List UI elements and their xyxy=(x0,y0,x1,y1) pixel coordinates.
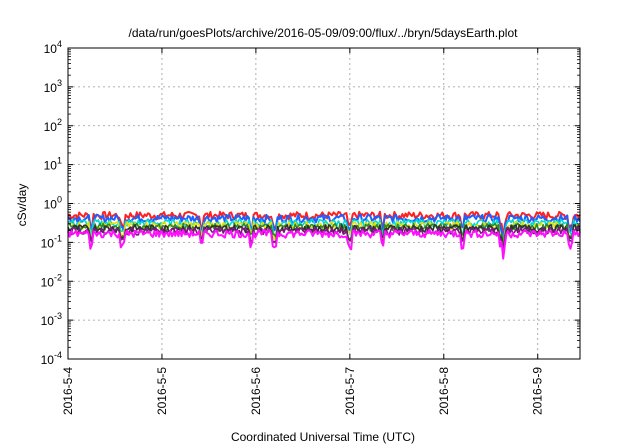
y-tick-label: 104 xyxy=(44,39,62,56)
x-tick-label: 2016-5-9 xyxy=(531,367,545,415)
y-axis-label: cSv/day xyxy=(15,184,29,227)
x-tick-label: 2016-5-8 xyxy=(437,367,451,415)
series-line-1 xyxy=(67,213,581,242)
y-tick-label: 101 xyxy=(44,156,62,173)
x-tick-labels: 2016-5-4 2016-5-5 2016-5-6 2016-5-7 2016-5-8… xyxy=(61,367,545,415)
chart-title: /data/run/goesPlots/archive/2016-05-09/0… xyxy=(129,26,519,40)
ticks xyxy=(67,47,580,360)
y-tick-label: 103 xyxy=(44,78,62,95)
grid xyxy=(68,48,580,359)
x-tick-label: 2016-5-4 xyxy=(61,367,75,415)
y-tick-label: 100 xyxy=(44,195,62,212)
series-line-7 xyxy=(67,229,581,260)
x-tick-label: 2016-5-6 xyxy=(249,367,263,415)
x-tick-label: 2016-5-5 xyxy=(155,367,169,415)
y-tick-label: 10-1 xyxy=(41,233,62,250)
y-tick-label: 10-3 xyxy=(41,311,62,328)
y-tick-label: 10-2 xyxy=(41,272,62,289)
x-axis-label: Coordinated Universal Time (UTC) xyxy=(231,430,415,444)
y-tick-label: 10-4 xyxy=(41,350,62,367)
x-tick-label: 2016-5-7 xyxy=(343,367,357,415)
series-layer xyxy=(67,210,581,260)
y-tick-labels: 10-4 10-3 10-2 10-1 100 101 102 103 104 xyxy=(41,39,62,367)
y-tick-label: 102 xyxy=(44,117,62,134)
